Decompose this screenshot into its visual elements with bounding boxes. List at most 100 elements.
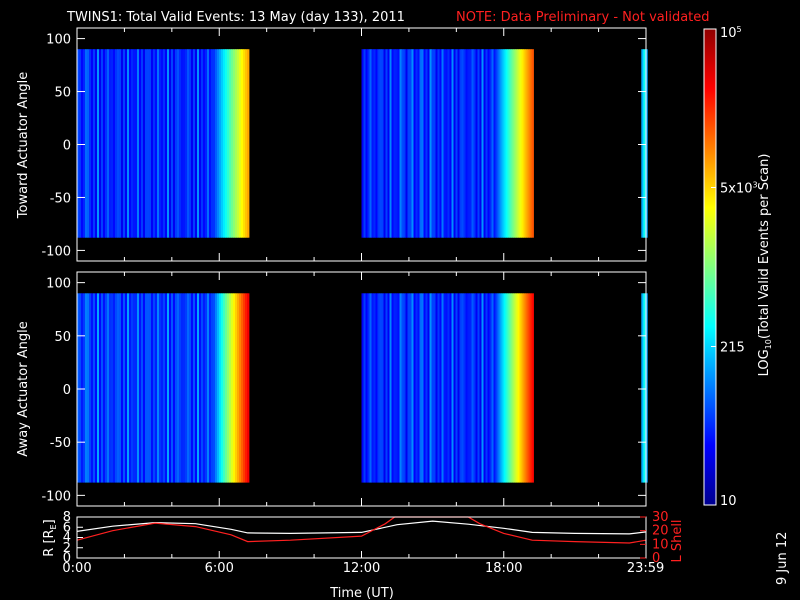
heatmap-column	[165, 293, 168, 483]
colorbar-label: LOG10(Total Valid Events per Scan)	[757, 154, 773, 377]
heatmap-column	[391, 49, 394, 238]
heatmap-column	[409, 293, 412, 483]
heatmap-column	[473, 293, 476, 483]
heatmap-column	[371, 49, 374, 238]
heatmap-column	[143, 49, 146, 238]
heatmap-column	[213, 293, 216, 483]
heatmap-column	[493, 49, 496, 238]
heatmap-column	[79, 49, 82, 238]
heatmap-column	[231, 293, 234, 483]
heatmap-column	[155, 49, 158, 238]
heatmap-column	[453, 293, 456, 483]
heatmap-column	[137, 49, 140, 238]
heatmap-column	[101, 49, 104, 238]
heatmap-column	[197, 293, 200, 483]
heatmap-column	[171, 293, 174, 483]
heatmap-column	[91, 293, 94, 483]
colorbar-label-rest: (Total Valid Events per Scan)	[757, 154, 772, 340]
heatmap-column	[519, 293, 522, 483]
heatmap-column	[217, 49, 220, 238]
heatmap-column	[397, 49, 400, 238]
heatmap-column	[445, 49, 448, 238]
heatmap-column	[523, 293, 526, 483]
heatmap-column	[501, 293, 504, 483]
heatmap-column	[415, 293, 418, 483]
x-tick-label: 12:00	[343, 561, 380, 576]
heatmap-column	[163, 49, 166, 238]
heatmap-column	[433, 293, 436, 483]
heatmap-column	[399, 49, 402, 238]
heatmap-column	[129, 49, 132, 238]
colorbar-tick-label: 5x103	[720, 181, 758, 197]
heatmap-column	[407, 293, 410, 483]
heatmap-column	[193, 293, 196, 483]
x-tick-label: 0:00	[62, 561, 91, 576]
heatmap-column	[407, 49, 410, 238]
heatmap-column	[125, 49, 128, 238]
heatmap-column	[425, 293, 428, 483]
colorbar-label-log: LOG	[757, 349, 772, 376]
y2-tick-label: 30	[652, 510, 669, 525]
heatmap-column	[397, 293, 400, 483]
heatmap-column	[471, 49, 474, 238]
heatmap-column	[185, 49, 188, 238]
away-y-axis: 100 50 0 -50 -100	[41, 272, 647, 506]
heatmap-column	[527, 293, 530, 483]
heatmap-column	[193, 49, 196, 238]
heatmap-column	[161, 49, 164, 238]
heatmap-column	[203, 293, 206, 483]
heatmap-column	[393, 49, 396, 238]
toward-heatmap	[77, 49, 648, 238]
heatmap-column	[97, 293, 100, 483]
colorbar-tick-label: 215	[720, 340, 745, 355]
heatmap-column	[385, 49, 388, 238]
heatmap-column	[247, 49, 250, 238]
heatmap-column	[133, 293, 136, 483]
heatmap-column	[421, 49, 424, 238]
heatmap-column	[453, 49, 456, 238]
heatmap-column	[183, 293, 186, 483]
heatmap-column	[221, 49, 224, 238]
heatmap-column	[95, 293, 98, 483]
heatmap-column	[443, 293, 446, 483]
heatmap-column	[427, 293, 430, 483]
heatmap-column	[431, 49, 434, 238]
heatmap-column	[385, 293, 388, 483]
heatmap-column	[367, 293, 370, 483]
heatmap-column	[93, 49, 96, 238]
heatmap-column	[507, 293, 510, 483]
heatmap-column	[455, 49, 458, 238]
heatmap-column	[173, 49, 176, 238]
heatmap-column	[387, 293, 390, 483]
x-axis-label: Time (UT)	[329, 586, 394, 600]
heatmap-column	[103, 49, 106, 238]
heatmap-column	[525, 49, 528, 238]
heatmap-column	[519, 49, 522, 238]
y2-tick-label: 10	[652, 537, 669, 552]
heatmap-column	[83, 49, 86, 238]
heatmap-column	[405, 49, 408, 238]
away-panel: 100 50 0 -50 -100 Away Actuator Angle	[16, 271, 648, 507]
heatmap-column	[441, 293, 444, 483]
y-tick-label: -100	[41, 489, 71, 504]
heatmap-column	[485, 49, 488, 238]
heatmap-column	[463, 49, 466, 238]
heatmap-column	[487, 293, 490, 483]
heatmap-column	[221, 293, 224, 483]
heatmap-column	[425, 49, 428, 238]
heatmap-column	[487, 49, 490, 238]
heatmap-column	[89, 49, 92, 238]
heatmap-column	[455, 293, 458, 483]
heatmap-column	[449, 293, 452, 483]
heatmap-column	[81, 49, 84, 238]
heatmap-column	[503, 49, 506, 238]
heatmap-column	[401, 49, 404, 238]
heatmap-column	[149, 293, 152, 483]
heatmap-column	[427, 49, 430, 238]
heatmap-column	[187, 49, 190, 238]
heatmap-column	[99, 49, 102, 238]
heatmap-column	[145, 293, 148, 483]
heatmap-column	[225, 49, 228, 238]
heatmap-column	[85, 293, 88, 483]
